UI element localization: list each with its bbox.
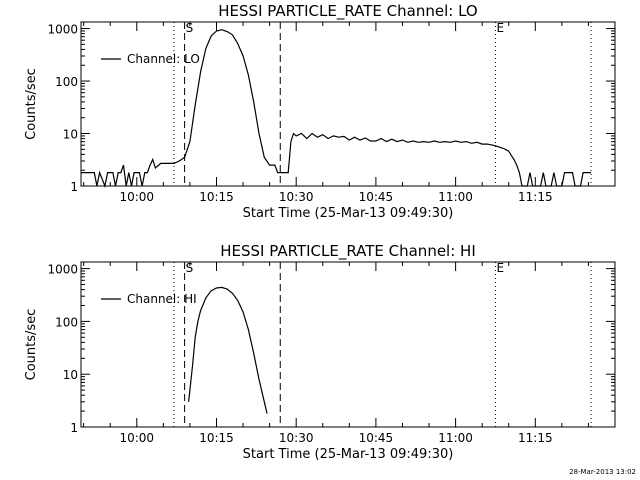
x-tick-label: 10:45 bbox=[359, 190, 394, 204]
y-tick-label: 100 bbox=[55, 315, 78, 329]
x-tick-label: 10:15 bbox=[199, 190, 234, 204]
marker-label: E bbox=[496, 261, 504, 275]
y-tick-label: 1 bbox=[70, 421, 78, 435]
series-line bbox=[81, 29, 592, 189]
x-axis-title: Start Time (25-Mar-13 09:49:30) bbox=[243, 206, 454, 221]
chart-title: HESSI PARTICLE_RATE Channel: HI bbox=[220, 242, 476, 261]
chart-panel-1: HESSI PARTICLE_RATE Channel: LO 10:00 10:1… bbox=[24, 2, 616, 221]
x-tick-label: 11:00 bbox=[438, 190, 473, 204]
y-axis-title: Counts/sec bbox=[24, 309, 39, 381]
marker-label: S bbox=[186, 261, 194, 275]
timestamp-footer: 28-Mar-2013 13:02 bbox=[569, 468, 636, 476]
x-tick-label: 10:30 bbox=[279, 190, 314, 204]
y-axis-title: Counts/sec bbox=[24, 68, 39, 140]
y-tick-label: 1 bbox=[70, 180, 78, 194]
y-tick-label: 1000 bbox=[47, 23, 78, 37]
marker-label: S bbox=[186, 21, 194, 35]
x-tick-label: 11:15 bbox=[518, 190, 553, 204]
x-tick-label: 11:00 bbox=[438, 431, 473, 445]
y-tick-label: 1000 bbox=[47, 263, 78, 277]
x-tick-label: 10:00 bbox=[119, 190, 154, 204]
chart-title: HESSI PARTICLE_RATE Channel: LO bbox=[218, 2, 477, 21]
marker-label: E bbox=[496, 21, 504, 35]
legend-label: Channel: HI bbox=[127, 292, 197, 306]
chart-panel-2: HESSI PARTICLE_RATE Channel: HI 10:00 10:1… bbox=[24, 242, 616, 462]
plot-frame bbox=[80, 261, 616, 428]
x-tick-label: 10:00 bbox=[119, 431, 154, 445]
x-tick-label: 10:45 bbox=[359, 431, 394, 445]
x-tick-label: 10:30 bbox=[279, 431, 314, 445]
series-line bbox=[188, 286, 268, 414]
plot-frame bbox=[80, 21, 616, 187]
y-tick-label: 10 bbox=[63, 368, 78, 382]
legend-label: Channel: LO bbox=[127, 52, 200, 66]
y-tick-label: 10 bbox=[63, 128, 78, 142]
y-tick-label: 100 bbox=[55, 75, 78, 89]
x-tick-label: 10:15 bbox=[199, 431, 234, 445]
x-axis-title: Start Time (25-Mar-13 09:49:30) bbox=[243, 447, 454, 462]
x-tick-label: 11:15 bbox=[518, 431, 553, 445]
